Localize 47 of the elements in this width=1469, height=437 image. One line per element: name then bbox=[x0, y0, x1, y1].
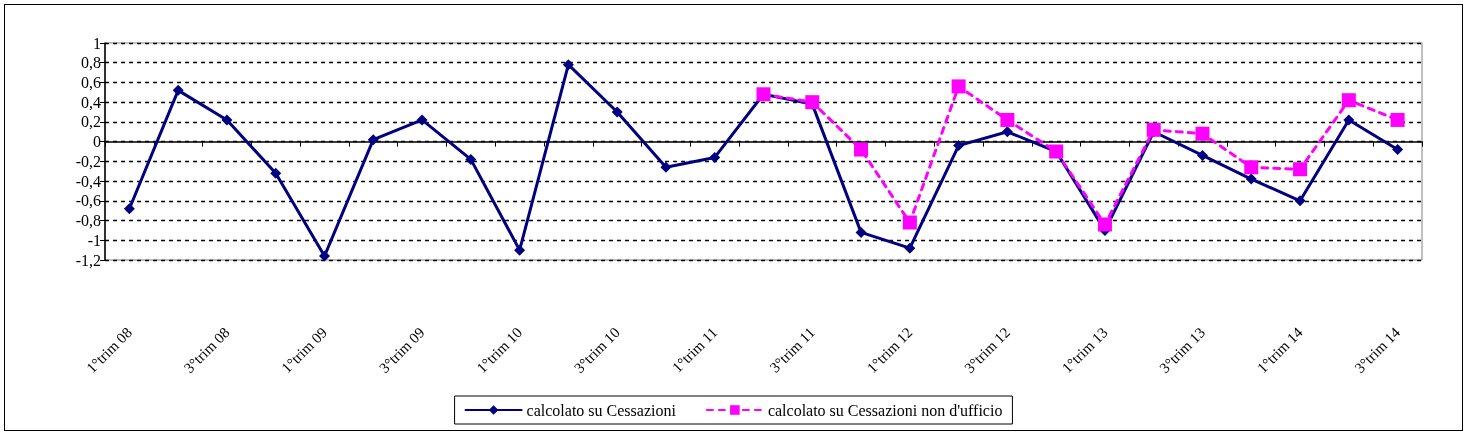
point bbox=[221, 114, 233, 126]
point bbox=[953, 140, 965, 152]
y-tick-label: 0 bbox=[93, 133, 101, 151]
point bbox=[319, 250, 330, 262]
point bbox=[709, 151, 721, 163]
point bbox=[465, 153, 477, 165]
point bbox=[1001, 126, 1013, 138]
legend-label: calcolato su Cessazioni non d'ufficio bbox=[767, 401, 1003, 419]
point bbox=[904, 242, 916, 254]
point bbox=[1000, 112, 1015, 127]
y-tick-label: -1 bbox=[87, 231, 101, 249]
point bbox=[1294, 195, 1306, 207]
y-tick-label: 0,2 bbox=[81, 113, 101, 131]
point bbox=[1245, 173, 1257, 185]
y-tick-label: -0,4 bbox=[75, 172, 101, 190]
y-tick-label: -0,8 bbox=[75, 212, 101, 230]
point bbox=[611, 106, 623, 118]
point bbox=[172, 84, 184, 96]
y-tick-label: 0,8 bbox=[81, 54, 101, 72]
point bbox=[660, 161, 672, 173]
y-tick-label: -1,2 bbox=[75, 251, 101, 269]
point bbox=[855, 226, 867, 238]
point bbox=[1392, 144, 1404, 156]
y-tick-label: 0,4 bbox=[81, 93, 101, 111]
point bbox=[1195, 126, 1210, 141]
point bbox=[1146, 122, 1161, 137]
point bbox=[1293, 162, 1308, 177]
point bbox=[1197, 149, 1208, 161]
y-tick-label: -0,2 bbox=[75, 152, 101, 170]
point bbox=[270, 167, 282, 179]
point bbox=[1343, 114, 1355, 126]
point bbox=[854, 142, 869, 157]
point bbox=[902, 215, 917, 230]
y-tick-label: 1 bbox=[93, 34, 101, 52]
legend-label: calcolato su Cessazioni bbox=[526, 401, 677, 419]
point bbox=[416, 114, 428, 126]
point bbox=[1244, 160, 1259, 175]
y-tick-label: -0,6 bbox=[75, 192, 101, 210]
point bbox=[951, 79, 966, 94]
point bbox=[562, 59, 574, 71]
point bbox=[367, 134, 379, 146]
point bbox=[1097, 217, 1112, 232]
y-tick-label: 0,6 bbox=[81, 73, 101, 91]
point bbox=[1390, 112, 1405, 127]
point bbox=[1341, 93, 1356, 108]
point bbox=[514, 244, 526, 256]
point bbox=[123, 203, 135, 215]
